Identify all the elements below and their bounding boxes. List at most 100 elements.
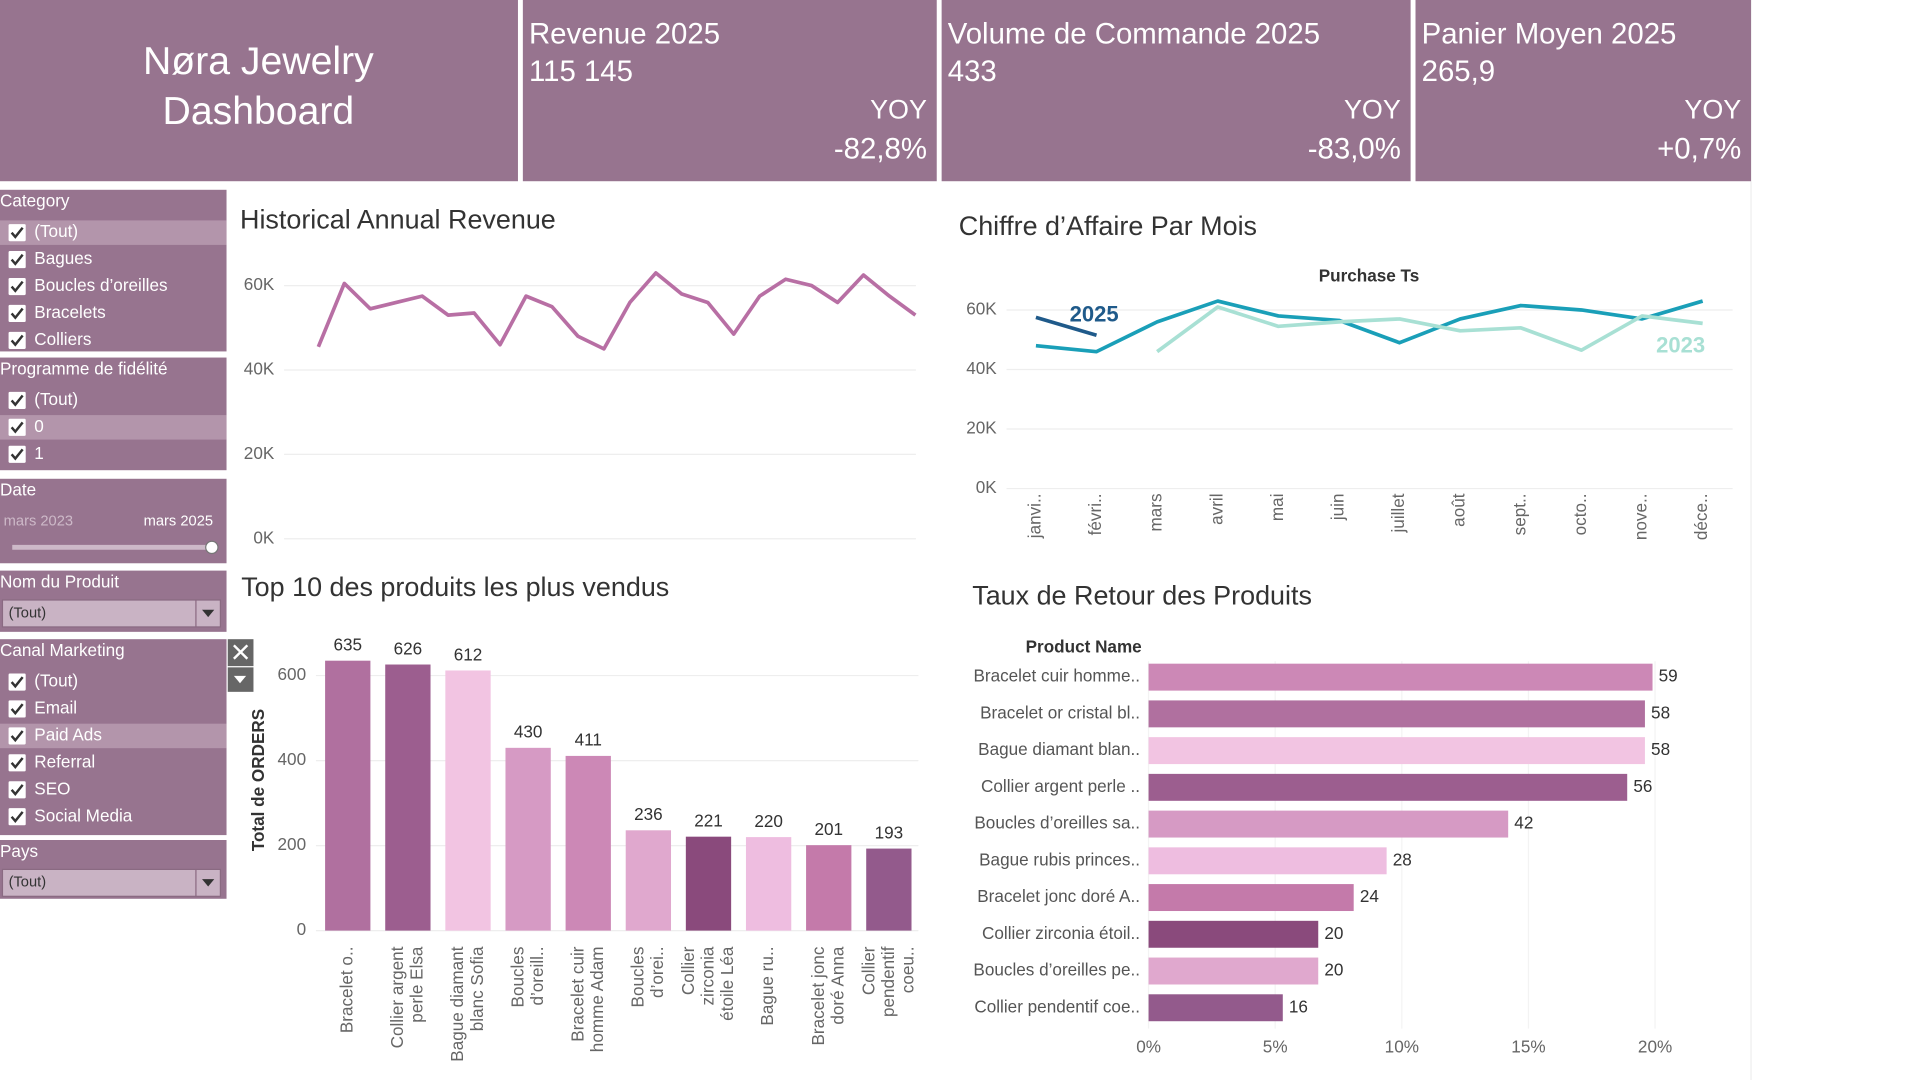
y-tick-label: 60K <box>966 299 997 319</box>
check-mark <box>10 307 24 320</box>
checkbox[interactable] <box>8 727 26 745</box>
bar[interactable] <box>1148 847 1387 875</box>
bar[interactable] <box>866 848 912 931</box>
filter-option[interactable]: Colliers <box>34 329 91 349</box>
filter-option[interactable]: Paid Ads <box>34 724 102 744</box>
check-mark <box>10 757 24 770</box>
x-tick-label: nove.. <box>1631 493 1651 540</box>
check-mark <box>10 811 24 823</box>
checkbox[interactable] <box>8 277 26 296</box>
kpi-yoy-label: YOY <box>1344 95 1401 125</box>
y-axis-header: Product Name <box>1026 636 1142 656</box>
bar[interactable] <box>625 830 672 931</box>
checkbox[interactable] <box>8 418 26 436</box>
y-tick-label: Bracelet or cristal bl.. <box>980 702 1140 722</box>
x-tick-label: mai <box>1267 493 1287 521</box>
checkbox[interactable] <box>8 808 26 826</box>
bar[interactable] <box>745 837 792 931</box>
x-tick-label: Collier argentperle Elsa <box>387 946 427 1048</box>
bar[interactable] <box>325 660 371 931</box>
kpi-yoy: +0,7% <box>1657 132 1741 165</box>
bar[interactable] <box>1148 737 1645 765</box>
check-mark <box>10 421 24 434</box>
series-label: 2025 <box>1070 302 1119 327</box>
bar-count-label: 24 <box>1360 886 1380 906</box>
bar-value-label: 626 <box>394 638 423 658</box>
range-end: mars 2025 <box>144 514 213 530</box>
kpi-yoy-label: YOY <box>1684 95 1741 125</box>
bar[interactable] <box>1148 700 1645 728</box>
kpi-title: Panier Moyen 2025 <box>1422 17 1677 50</box>
filter-option[interactable]: (Tout) <box>34 671 78 691</box>
checkbox[interactable] <box>8 331 26 349</box>
y-tick-label: 40K <box>244 359 275 379</box>
kpi-title: Revenue 2025 <box>529 17 720 50</box>
bar-value-label: 236 <box>634 804 663 824</box>
filter-option[interactable]: SEO <box>34 778 70 798</box>
check-mark <box>10 394 24 407</box>
filter-option[interactable]: Bracelets <box>34 302 105 322</box>
check-mark <box>10 226 24 239</box>
bar[interactable] <box>1148 994 1283 1022</box>
filter-option[interactable]: Bagues <box>34 248 92 268</box>
bar[interactable] <box>445 670 491 931</box>
filter-option[interactable]: 0 <box>34 416 44 436</box>
y-tick-label: Bague rubis princes.. <box>979 849 1140 869</box>
chart-title: Chiffre d’Affaire Par Mois <box>959 211 1257 241</box>
checkbox[interactable] <box>8 781 26 799</box>
filter-option[interactable]: (Tout) <box>34 389 78 409</box>
filter-option[interactable]: Social Media <box>34 805 133 825</box>
checkbox[interactable] <box>8 224 26 242</box>
bar-count-label: 16 <box>1289 996 1308 1016</box>
filter-title: Programme de fidélité <box>0 358 168 378</box>
x-tick-label: août <box>1449 493 1469 527</box>
bar-count-label: 28 <box>1393 849 1412 869</box>
bar-count-label: 56 <box>1633 776 1652 796</box>
y-tick-label: 20K <box>244 443 275 463</box>
y-tick-label: Collier pendentif coe.. <box>974 996 1140 1016</box>
bar[interactable] <box>1148 773 1628 801</box>
filter-option[interactable]: 1 <box>34 443 44 463</box>
dropdown[interactable] <box>1 868 222 897</box>
check-mark <box>10 703 24 716</box>
checkbox[interactable] <box>8 673 26 691</box>
range-handle[interactable] <box>205 540 219 555</box>
x-tick-label: Collierpendentifcoeu.. <box>858 946 917 1017</box>
x-tick-label: 15% <box>1511 1037 1545 1057</box>
bar[interactable] <box>565 755 611 931</box>
dropdown[interactable] <box>1 599 222 628</box>
bar[interactable] <box>1148 920 1319 948</box>
bar[interactable] <box>505 747 551 931</box>
x-tick-label: Bague ru.. <box>757 947 777 1026</box>
bar[interactable] <box>385 664 431 931</box>
checkbox[interactable] <box>8 754 26 772</box>
x-tick-label: févri.. <box>1085 493 1105 535</box>
checkbox[interactable] <box>8 391 26 409</box>
checkbox[interactable] <box>8 700 26 718</box>
bar[interactable] <box>1148 884 1354 912</box>
filter-option[interactable]: Boucles d’oreilles <box>34 275 167 295</box>
filter-option[interactable]: Referral <box>34 751 95 771</box>
option-highlight <box>0 415 227 440</box>
checkbox[interactable] <box>8 304 26 323</box>
filter-option[interactable]: Email <box>34 698 77 718</box>
y-tick-label: Bague diamant blan.. <box>978 739 1140 759</box>
bar[interactable] <box>1148 957 1319 985</box>
filter-option[interactable]: (Tout) <box>34 221 78 241</box>
checkbox[interactable] <box>8 251 26 269</box>
checkbox[interactable] <box>8 445 26 463</box>
bar[interactable] <box>1148 663 1653 691</box>
bar-value-label: 635 <box>333 635 362 655</box>
filter-panel <box>0 189 227 352</box>
check-mark <box>10 676 24 689</box>
x-tick-label: Bracelet o.. <box>336 947 356 1034</box>
bar-count-label: 59 <box>1659 666 1678 686</box>
bar-value-label: 221 <box>694 811 723 831</box>
filter-title: Nom du Produit <box>0 571 119 591</box>
bar[interactable] <box>1148 810 1509 838</box>
x-tick-label: Bague diamantblanc Sofia <box>447 946 487 1062</box>
bar[interactable] <box>685 836 732 931</box>
bar-value-label: 612 <box>454 644 483 664</box>
bar[interactable] <box>806 845 852 931</box>
